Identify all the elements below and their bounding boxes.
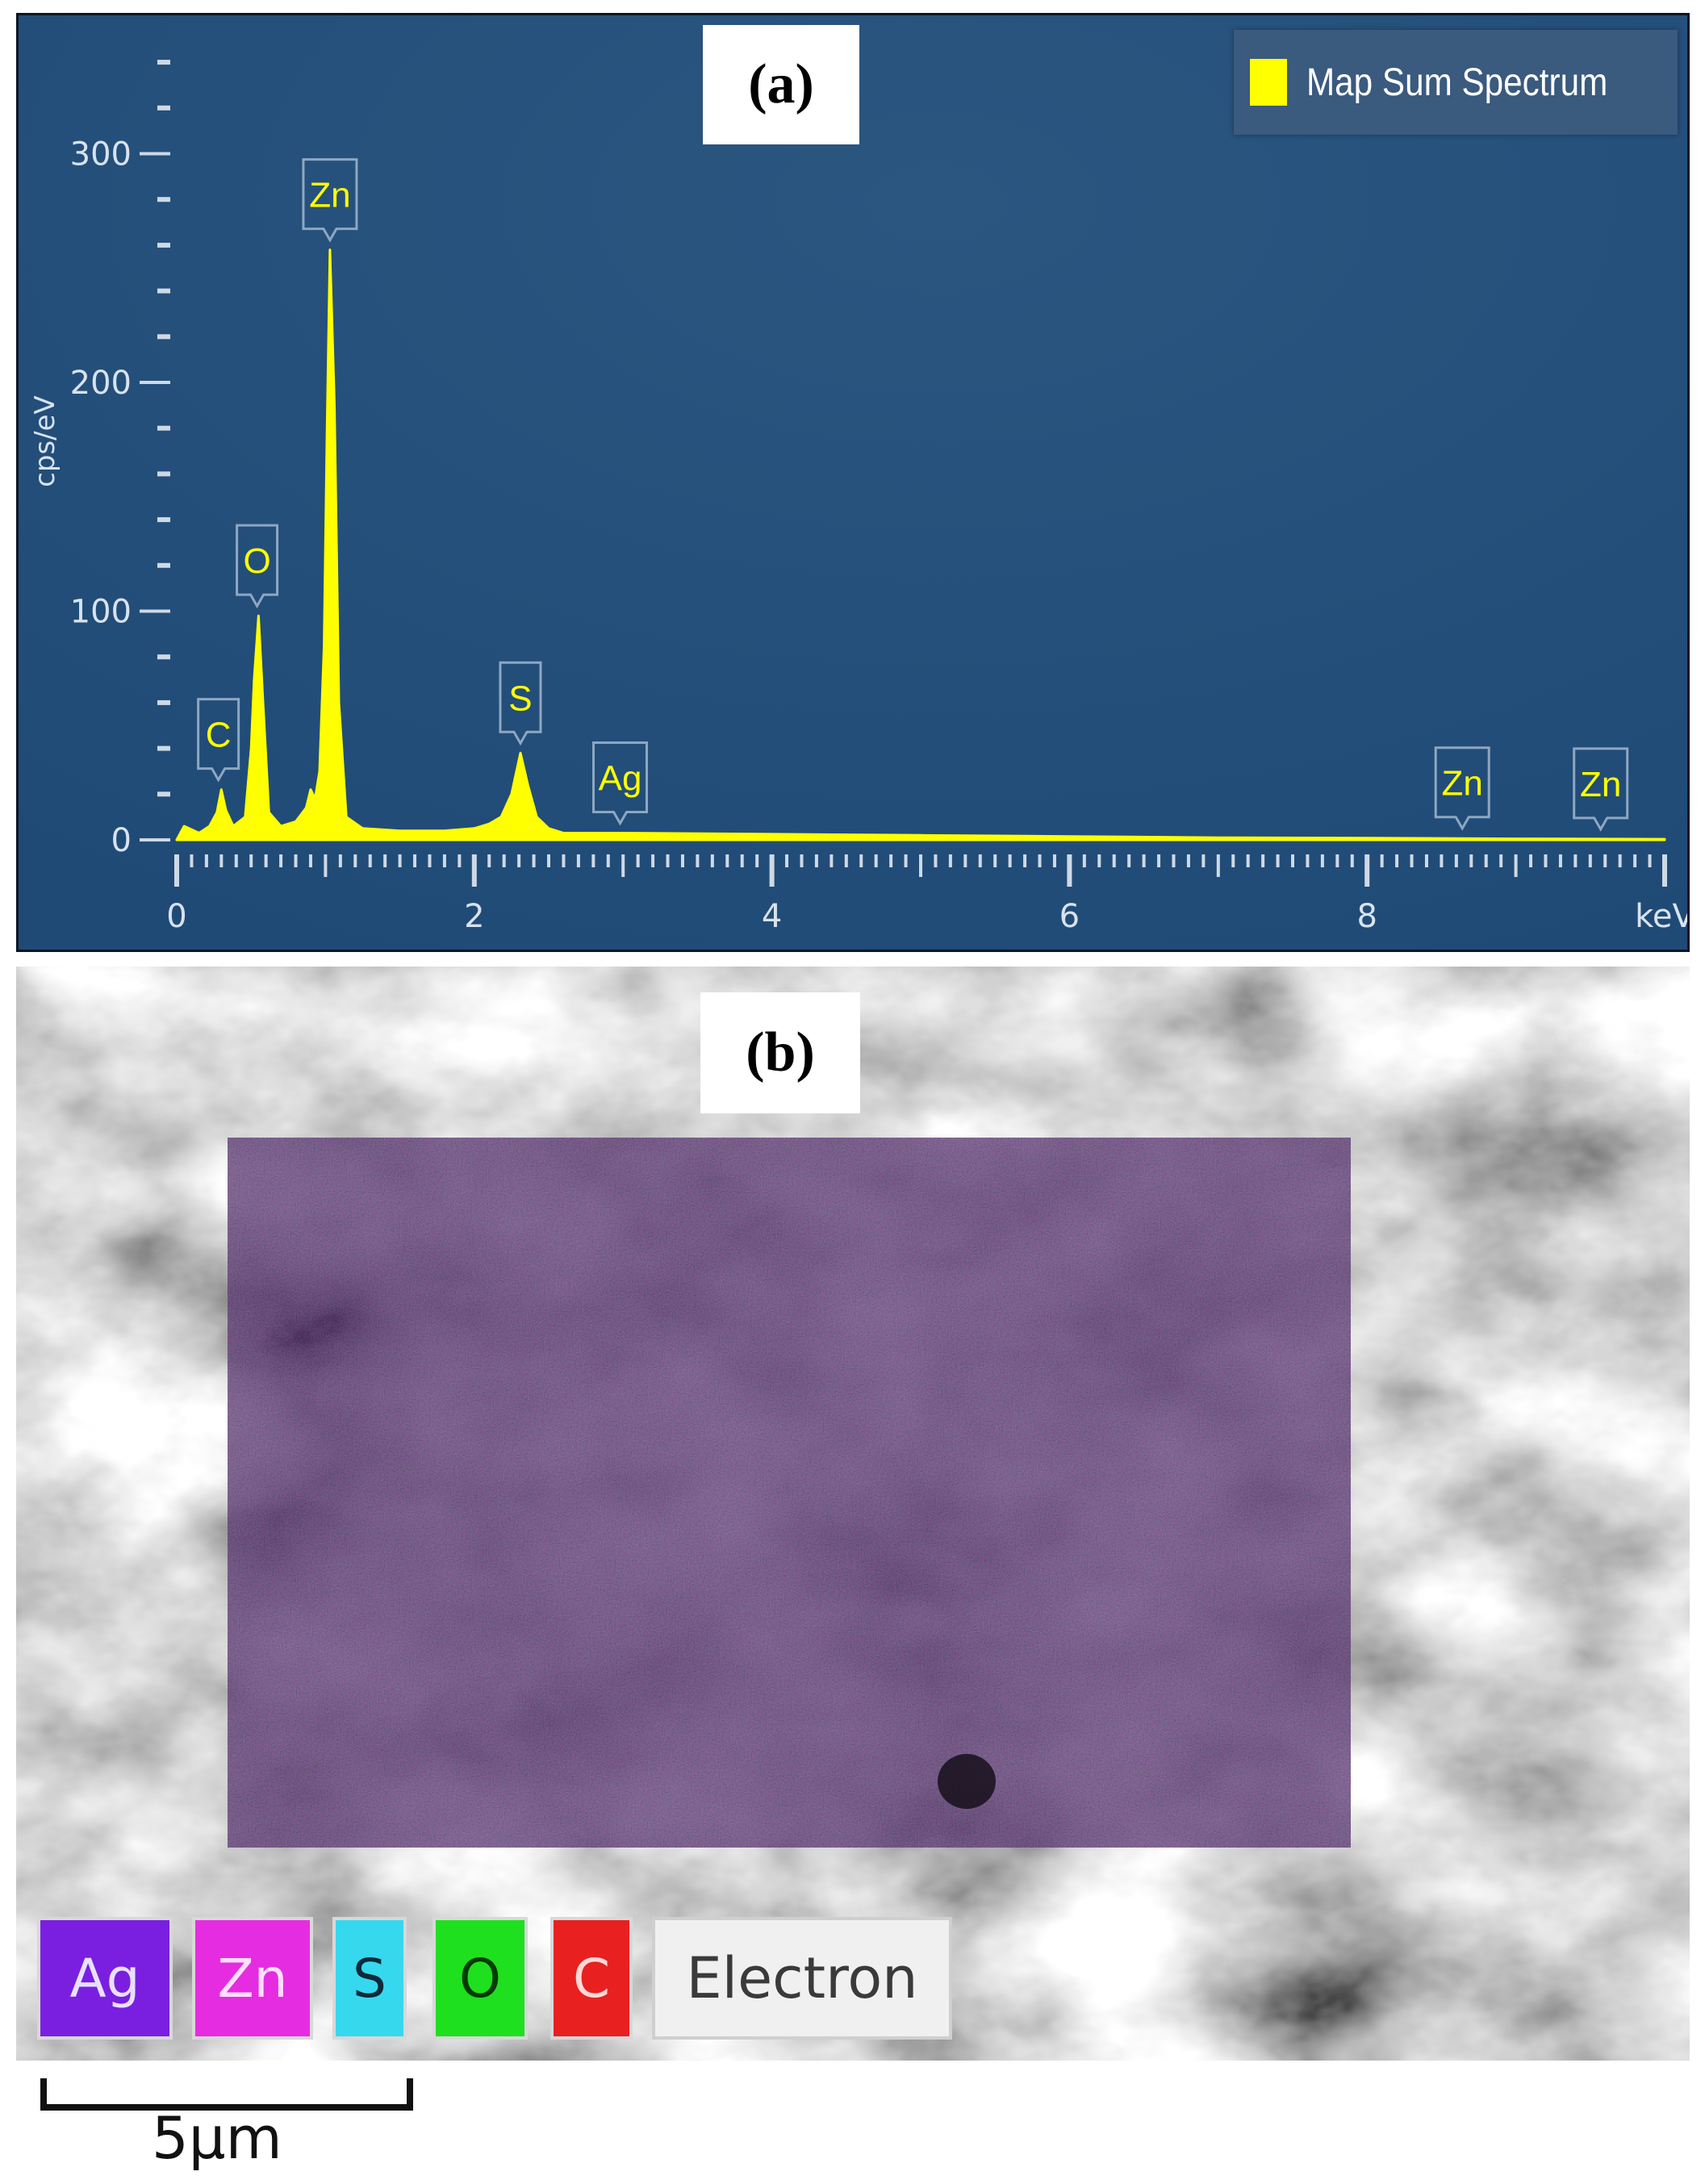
peak-label-o: O — [236, 524, 279, 609]
key-zn[interactable]: Zn — [192, 1917, 313, 2040]
map-dark-spot — [938, 1754, 996, 1809]
peak-label-zn: Zn — [1573, 747, 1629, 832]
scale-bar-label: 5μm — [152, 2104, 282, 2172]
peak-label-zn: Zn — [1434, 746, 1490, 831]
y-axis-label: cps/eV — [29, 395, 61, 487]
legend: Map Sum Spectrum — [1234, 30, 1678, 135]
peak-label-text: Ag — [599, 758, 642, 798]
peak-label-text: Zn — [309, 176, 350, 215]
chart-background — [19, 15, 1687, 950]
legend-swatch — [1250, 59, 1287, 106]
sem-map-panel: (b) Ag Zn S O C Electron — [16, 967, 1690, 2061]
peak-labels: C O Zn S Ag Zn Zn — [197, 158, 1629, 832]
peak-label-text: S — [508, 679, 532, 718]
peak-label-text: Zn — [1442, 764, 1483, 804]
peak-label-zn: Zn — [302, 158, 358, 243]
x-tick-label: 6 — [1059, 898, 1080, 935]
peak-label-box — [1573, 747, 1629, 832]
x-tick-label: 2 — [464, 898, 484, 935]
x-axis: 0 2 4 6 8 — [166, 854, 1667, 935]
peak-label-c: C — [197, 698, 240, 783]
x-tick-label: 0 — [166, 898, 186, 935]
peak-label-text: C — [206, 716, 232, 755]
y-tick-label: 200 — [70, 365, 132, 402]
peak-label-box — [499, 661, 542, 746]
eds-map-speckle — [228, 1138, 1351, 1848]
spectrum-series — [175, 248, 1666, 841]
key-ag[interactable]: Ag — [37, 1917, 173, 2040]
peak-label-s: S — [499, 661, 542, 746]
peak-label-box — [197, 698, 240, 783]
panel-a-tag: (a) — [703, 25, 859, 144]
peak-label-ag: Ag — [592, 741, 649, 826]
spectrum-chart: 0 100 200 300 0 2 4 6 8 C O Zn S Ag Zn Zn cps/eV keV — [19, 15, 1687, 950]
y-tick-label: 300 — [70, 136, 132, 173]
key-c[interactable]: C — [550, 1917, 633, 2040]
peak-label-box — [592, 741, 649, 826]
y-tick-label: 100 — [70, 594, 132, 631]
key-o[interactable]: O — [433, 1917, 528, 2040]
y-tick-label: 0 — [111, 822, 132, 859]
panel-b-tag: (b) — [700, 992, 860, 1113]
key-s[interactable]: S — [332, 1917, 407, 2040]
legend-label: Map Sum Spectrum — [1306, 61, 1608, 104]
series-layer — [175, 248, 1666, 841]
peak-label-box — [1434, 746, 1490, 831]
key-electron[interactable]: Electron — [652, 1917, 952, 2040]
peak-label-box — [236, 524, 279, 609]
element-key: Ag Zn S O C Electron — [37, 1917, 972, 2040]
peak-label-text: O — [243, 541, 270, 581]
x-tick-label: 4 — [762, 898, 782, 935]
x-tick-label: 8 — [1356, 898, 1377, 935]
scale-bar — [40, 2078, 413, 2111]
x-axis-label: keV — [1635, 898, 1687, 935]
y-axis: 0 100 200 300 — [70, 60, 170, 859]
peak-label-text: Zn — [1580, 765, 1621, 804]
sem-map-image — [16, 967, 1690, 2061]
peak-label-box — [302, 158, 358, 243]
